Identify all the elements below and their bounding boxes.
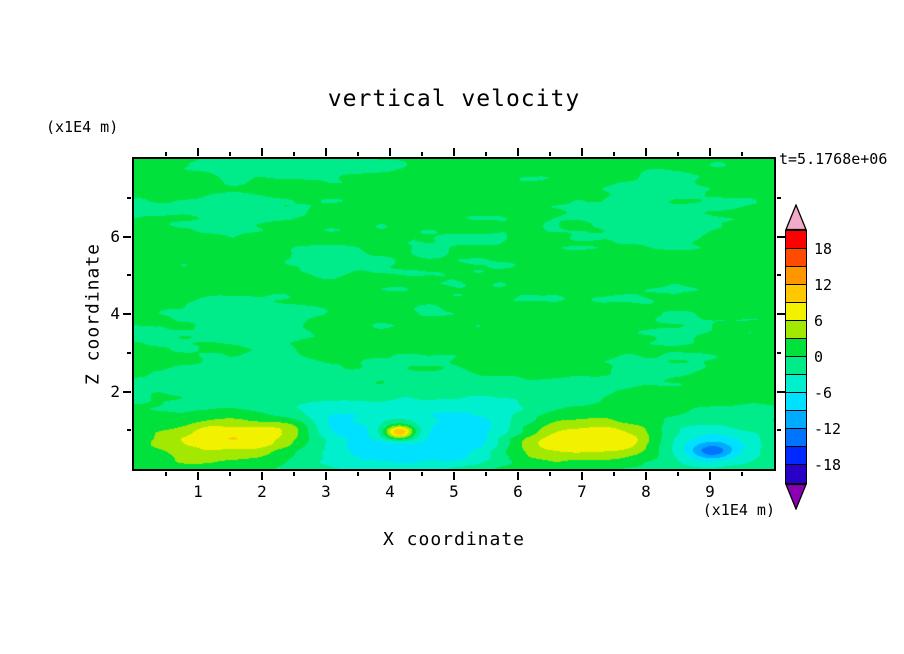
x-tick-label: 9 xyxy=(705,482,715,501)
tick-mark xyxy=(645,472,647,480)
colorbar-segment xyxy=(786,375,806,393)
tick-mark xyxy=(777,391,785,393)
tick-mark xyxy=(485,472,487,476)
colorbar-segment xyxy=(786,465,806,483)
tick-mark xyxy=(777,313,785,315)
tick-mark xyxy=(549,472,551,476)
colorbar-tick-label: 18 xyxy=(814,240,833,258)
x-tick-label: 7 xyxy=(577,482,587,501)
tick-mark xyxy=(325,472,327,480)
x-tick-label: 5 xyxy=(449,482,459,501)
tick-mark xyxy=(777,236,785,238)
tick-mark xyxy=(357,152,359,156)
tick-mark xyxy=(357,472,359,476)
colorbar-tick-label: -12 xyxy=(814,420,842,438)
colorbar-segments xyxy=(785,230,807,484)
colorbar-segment xyxy=(786,447,806,465)
y-tick-label: 2 xyxy=(110,381,120,401)
x-tick-label: 4 xyxy=(385,482,395,501)
plot-title: vertical velocity xyxy=(327,86,581,112)
x-tick-label: 2 xyxy=(257,482,267,501)
tick-mark xyxy=(293,472,295,476)
tick-mark xyxy=(325,148,327,156)
x-tick-label: 8 xyxy=(641,482,651,501)
tick-mark xyxy=(777,352,781,354)
tick-mark xyxy=(777,274,781,276)
colorbar-segment xyxy=(786,249,806,267)
colorbar-arrow-down-icon xyxy=(785,484,807,510)
tick-mark xyxy=(123,313,131,315)
tick-mark xyxy=(127,352,131,354)
tick-mark xyxy=(389,472,391,480)
tick-mark xyxy=(709,148,711,156)
y-tick-label: 4 xyxy=(110,304,120,323)
colorbar-segment xyxy=(786,267,806,285)
x-tick-label: 6 xyxy=(513,482,523,501)
tick-mark xyxy=(517,472,519,480)
tick-mark xyxy=(677,472,679,476)
tick-mark xyxy=(165,472,167,476)
tick-mark xyxy=(127,429,131,431)
tick-mark xyxy=(517,148,519,156)
tick-mark xyxy=(123,391,131,393)
colorbar-segment xyxy=(786,393,806,411)
y-axis-label: Z coordinate xyxy=(82,242,104,386)
tick-mark xyxy=(581,472,583,480)
contour-field-canvas xyxy=(134,159,774,469)
tick-mark xyxy=(229,152,231,156)
time-annotation: t=5.1768e+06 xyxy=(779,150,888,168)
tick-mark xyxy=(261,148,263,156)
colorbar-segment xyxy=(786,339,806,357)
colorbar-segment xyxy=(786,231,806,249)
colorbar-segment xyxy=(786,429,806,447)
colorbar-tick-label: 0 xyxy=(814,348,824,366)
tick-mark xyxy=(197,472,199,480)
x-tick-label: 3 xyxy=(321,482,331,501)
x-tick-label: 1 xyxy=(193,482,203,501)
tick-mark xyxy=(197,148,199,156)
tick-mark xyxy=(453,148,455,156)
tick-mark xyxy=(613,472,615,476)
tick-mark xyxy=(741,472,743,476)
colorbar-tick-label: 6 xyxy=(814,312,824,330)
tick-mark xyxy=(677,152,679,156)
colorbar-tick-label: 12 xyxy=(814,276,833,294)
colorbar-tick-label: -6 xyxy=(814,384,833,402)
tick-mark xyxy=(549,152,551,156)
tick-mark xyxy=(261,472,263,480)
tick-mark xyxy=(777,197,781,199)
tick-mark xyxy=(229,472,231,476)
tick-mark xyxy=(389,148,391,156)
tick-mark xyxy=(777,429,781,431)
tick-mark xyxy=(613,152,615,156)
x-axis-label: X coordinate xyxy=(382,529,526,550)
tick-mark xyxy=(709,472,711,480)
tick-mark xyxy=(421,152,423,156)
tick-mark xyxy=(421,472,423,476)
tick-mark xyxy=(453,472,455,480)
y-tick-label: 6 xyxy=(110,226,120,246)
tick-mark xyxy=(127,197,131,199)
colorbar-segment xyxy=(786,303,806,321)
tick-mark xyxy=(165,152,167,156)
tick-mark xyxy=(123,236,131,238)
colorbar-arrow-up-icon xyxy=(785,204,807,230)
tick-mark xyxy=(741,152,743,156)
x-axis-unit-label: (x1E4 m) xyxy=(702,501,775,519)
tick-mark xyxy=(127,274,131,276)
colorbar-segment xyxy=(786,411,806,429)
colorbar-segment xyxy=(786,321,806,339)
tick-mark xyxy=(581,148,583,156)
tick-mark xyxy=(293,152,295,156)
colorbar-segment xyxy=(786,357,806,375)
colorbar-segment xyxy=(786,285,806,303)
tick-mark xyxy=(645,148,647,156)
colorbar-tick-label: -18 xyxy=(814,456,842,474)
y-axis-unit-label: (x1E4 m) xyxy=(46,118,119,136)
tick-mark xyxy=(485,152,487,156)
